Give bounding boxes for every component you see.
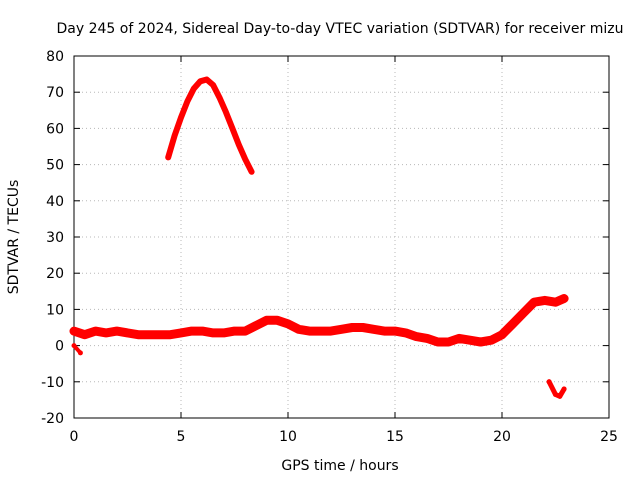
data-point [146, 332, 152, 338]
data-point [199, 328, 205, 334]
data-point [478, 339, 484, 345]
series-layer [69, 76, 569, 399]
data-point [413, 334, 419, 340]
data-point [553, 299, 558, 305]
data-point [349, 325, 355, 330]
y-axis-ticks: -20 -10 0 10 20 30 40 50 60 70 80 [41, 49, 609, 427]
data-point [328, 328, 334, 334]
data-point [165, 154, 171, 160]
data-point [403, 330, 409, 336]
data-point [210, 82, 216, 88]
data-point [236, 142, 242, 148]
data-point [178, 115, 184, 121]
data-point [456, 335, 462, 341]
grid [74, 56, 609, 418]
x-axis-title: GPS time / hours [281, 458, 398, 474]
data-point [82, 332, 88, 338]
data-point [223, 109, 229, 115]
data-point [553, 391, 558, 397]
data-point [317, 328, 323, 334]
x-tick-label: 0 [70, 429, 79, 445]
data-point [242, 328, 248, 334]
y-tick-label: -20 [41, 411, 64, 427]
data-point [125, 330, 130, 336]
data-point [561, 296, 567, 302]
data-point [191, 86, 197, 92]
data-point [197, 78, 203, 84]
data-point [360, 325, 366, 330]
data-point [167, 332, 173, 338]
data-point [488, 337, 494, 343]
data-point [542, 297, 548, 303]
x-tick-label: 25 [600, 429, 618, 445]
data-point [204, 77, 210, 83]
y-tick-label: 50 [46, 158, 64, 174]
y-tick-label: 30 [46, 230, 64, 246]
x-tick-label: 10 [279, 429, 297, 445]
data-point [221, 330, 227, 336]
data-point [446, 339, 451, 345]
data-point [172, 133, 178, 139]
data-point [178, 330, 184, 336]
y-tick-label: 40 [46, 194, 64, 210]
data-point [371, 326, 377, 332]
data-point [103, 330, 109, 336]
data-point [189, 328, 195, 334]
series-mizu-arc [165, 76, 255, 175]
data-point [232, 328, 237, 334]
data-point [306, 328, 312, 334]
data-point [546, 379, 552, 385]
data-point [210, 330, 216, 336]
data-point [467, 337, 473, 343]
data-point [424, 335, 430, 341]
data-point [557, 393, 563, 399]
data-point [381, 328, 387, 334]
data-point [114, 328, 120, 334]
data-point [77, 350, 83, 356]
data-point [296, 326, 302, 332]
data-point [339, 326, 344, 332]
data-point [242, 156, 248, 162]
x-tick-label: 15 [386, 429, 404, 445]
x-axis-ticks: 0 5 10 15 20 25 [70, 56, 618, 445]
data-point [253, 323, 259, 329]
data-point [229, 125, 235, 131]
data-point [531, 299, 537, 305]
data-point [520, 310, 526, 316]
x-tick-label: 5 [177, 429, 186, 445]
data-point [274, 317, 280, 323]
data-point [392, 328, 398, 334]
x-tick-label: 20 [493, 429, 511, 445]
data-point [71, 328, 77, 334]
data-point [92, 328, 98, 334]
data-point [249, 169, 255, 175]
y-axis-title: SDTVAR / TECUs [6, 180, 22, 295]
y-tick-label: 80 [46, 49, 64, 65]
y-tick-label: -10 [41, 375, 64, 391]
y-tick-label: 10 [46, 302, 64, 318]
data-point [499, 332, 505, 338]
y-tick-label: 70 [46, 85, 64, 101]
data-point [285, 321, 291, 327]
y-tick-label: 60 [46, 121, 64, 137]
y-tick-label: 0 [55, 339, 64, 355]
data-point [157, 332, 163, 338]
data-point [510, 321, 516, 327]
data-point [71, 343, 77, 349]
data-point [435, 339, 441, 345]
data-point [217, 95, 223, 101]
data-point [184, 98, 190, 104]
data-point [264, 317, 270, 323]
y-tick-label: 20 [46, 266, 64, 282]
chart-title: Day 245 of 2024, Sidereal Day-to-day VTE… [57, 21, 624, 37]
data-point [135, 332, 141, 338]
data-point [561, 386, 567, 392]
